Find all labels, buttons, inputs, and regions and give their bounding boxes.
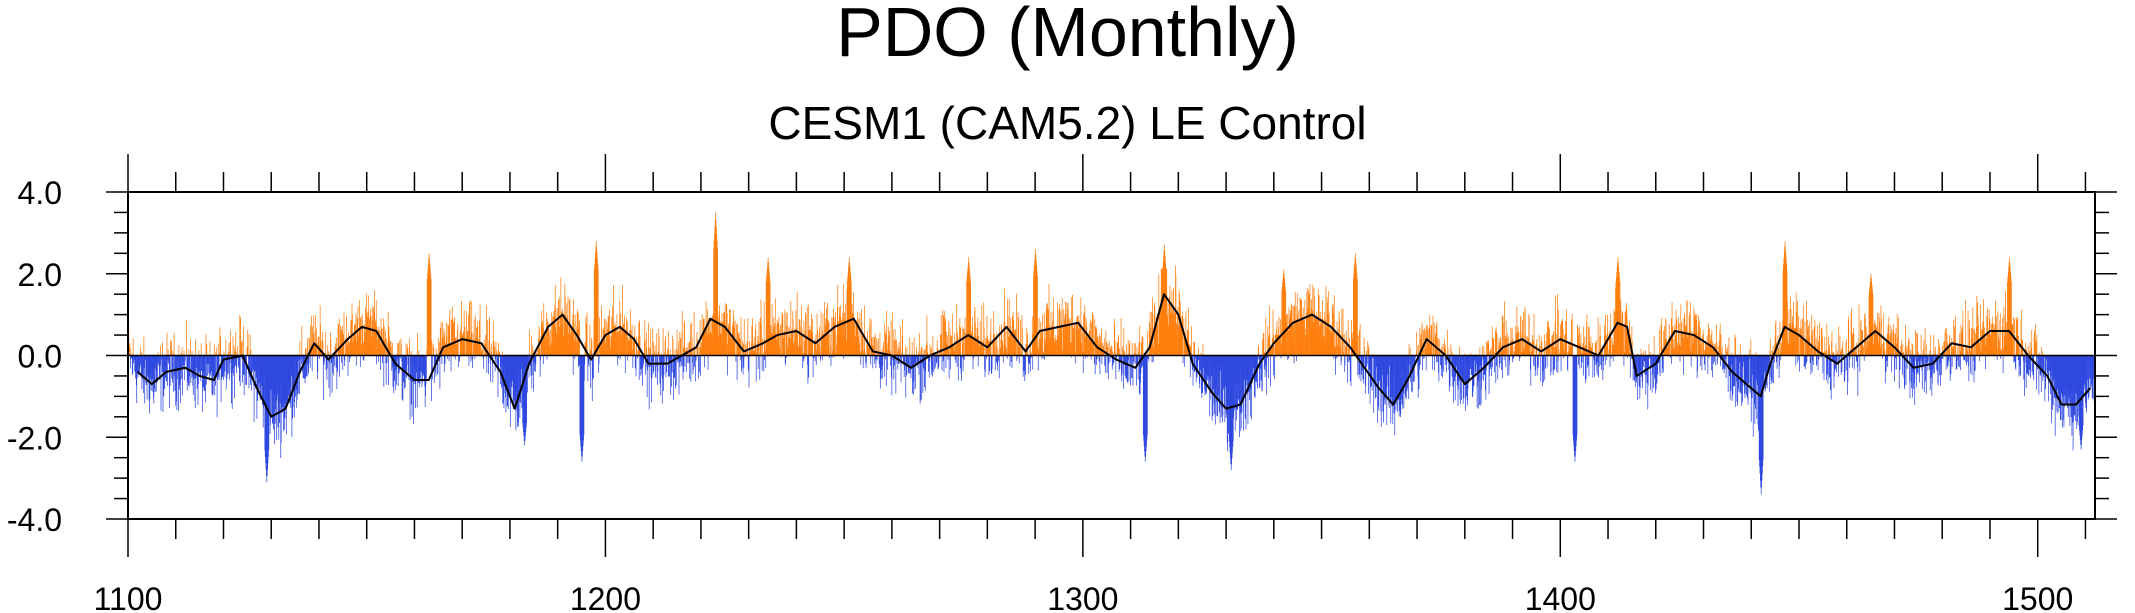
y-tick-label: -4.0 — [7, 502, 62, 538]
negative-bars — [129, 355, 2096, 495]
positive-bars — [128, 212, 2052, 356]
chart-subtitle: CESM1 (CAM5.2) LE Control — [768, 97, 1367, 149]
smoothed-line — [136, 293, 2091, 418]
x-tick-label: 1400 — [1525, 581, 1596, 613]
x-axis: 1100 1200 1300 1400 1500 — [94, 154, 2087, 613]
smoothed-line-series — [136, 293, 2091, 418]
y-axis: 4.0 2.0 0.0 -2.0 -4.0 — [7, 175, 2117, 538]
x-tick-label: 1500 — [2002, 581, 2073, 613]
y-tick-label: 4.0 — [18, 175, 62, 211]
bar-series — [128, 212, 2096, 495]
y-tick-label: -2.0 — [7, 420, 62, 456]
y-tick-label: 2.0 — [18, 257, 62, 293]
x-tick-label: 1200 — [570, 581, 641, 613]
x-tick-label: 1300 — [1047, 581, 1118, 613]
chart-title: PDO (Monthly) — [836, 0, 1299, 71]
x-tick-label: 1100 — [94, 581, 163, 613]
y-tick-label: 0.0 — [18, 339, 62, 375]
